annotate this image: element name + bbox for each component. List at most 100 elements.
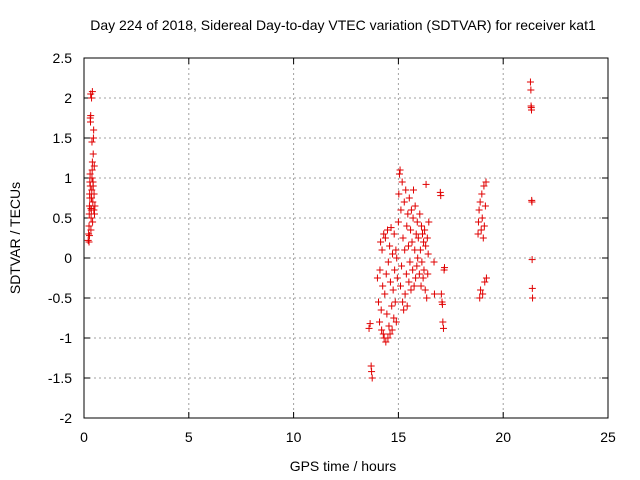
y-tick-label: -0.5	[48, 290, 72, 306]
data-point	[391, 298, 399, 306]
data-point	[411, 202, 419, 210]
data-point	[386, 278, 394, 286]
data-point	[89, 134, 97, 142]
data-point	[383, 310, 391, 318]
data-point	[380, 230, 388, 238]
data-point	[407, 206, 415, 214]
data-point	[392, 246, 400, 254]
data-point	[87, 226, 95, 234]
data-point	[382, 270, 390, 278]
data-point	[482, 274, 490, 282]
data-point	[439, 318, 447, 326]
data-point	[474, 218, 482, 226]
data-point	[381, 234, 389, 242]
data-point	[416, 246, 424, 254]
data-point	[414, 234, 422, 242]
data-point	[85, 232, 93, 240]
data-point	[430, 290, 438, 298]
data-point	[376, 266, 384, 274]
data-point	[89, 182, 97, 190]
data-point	[90, 206, 98, 214]
data-point	[412, 230, 420, 238]
data-point	[478, 190, 486, 198]
data-point	[423, 294, 431, 302]
data-point	[424, 250, 432, 258]
data-point	[409, 214, 417, 222]
data-point	[403, 302, 411, 310]
data-point	[413, 262, 421, 270]
data-point	[377, 306, 385, 314]
x-tick-label: 15	[391, 429, 407, 445]
data-point	[391, 266, 399, 274]
data-point	[409, 266, 417, 274]
y-tick-label: -1	[60, 330, 73, 346]
data-point	[376, 318, 384, 326]
data-point	[405, 278, 413, 286]
y-tick-label: 0.5	[53, 210, 73, 226]
data-point	[85, 238, 93, 246]
data-point	[89, 198, 97, 206]
data-point	[395, 190, 403, 198]
data-point	[404, 242, 412, 250]
data-point	[378, 326, 386, 334]
data-point	[424, 270, 432, 278]
data-point	[86, 194, 94, 202]
data-point	[476, 198, 484, 206]
data-point	[389, 250, 397, 258]
data-point	[85, 230, 93, 238]
data-point	[527, 106, 535, 114]
data-point	[476, 294, 484, 302]
y-tick-label: -2	[60, 410, 73, 426]
data-point	[393, 254, 401, 262]
data-point	[365, 324, 373, 332]
data-point	[479, 290, 487, 298]
data-point	[382, 338, 390, 346]
axis-ticks: 0 5 10 15 20 25 -2 -1.5 -1 -0.5 0 0.5 1 1.5 2 2.5	[48, 50, 616, 445]
data-point	[478, 214, 486, 222]
data-point	[420, 238, 428, 246]
data-point	[384, 334, 392, 342]
data-point	[418, 258, 426, 266]
data-point	[479, 234, 487, 242]
data-point	[88, 138, 96, 146]
x-tick-label: 5	[185, 429, 193, 445]
data-points	[84, 78, 537, 382]
data-point	[439, 324, 447, 332]
data-point	[408, 238, 416, 246]
data-point	[87, 112, 95, 120]
data-point	[91, 202, 99, 210]
data-point	[90, 162, 98, 170]
data-point	[398, 178, 406, 186]
data-point	[378, 246, 386, 254]
x-axis-label: GPS time / hours	[290, 458, 397, 474]
data-point	[85, 222, 93, 230]
data-point	[528, 256, 536, 264]
data-point	[384, 258, 392, 266]
data-point	[421, 226, 429, 234]
data-point	[373, 274, 381, 282]
data-point	[415, 270, 423, 278]
data-point	[377, 238, 385, 246]
x-tick-label: 10	[286, 429, 302, 445]
data-point	[86, 118, 94, 126]
data-point	[419, 274, 427, 282]
data-point	[420, 266, 428, 274]
data-point	[477, 286, 485, 294]
data-point	[480, 222, 488, 230]
data-point	[430, 258, 438, 266]
data-point	[398, 262, 406, 270]
data-point	[87, 214, 95, 222]
data-point	[390, 314, 398, 322]
y-tick-label: 2	[64, 90, 72, 106]
data-point	[84, 236, 92, 244]
data-point	[88, 88, 96, 96]
data-point	[419, 230, 427, 238]
data-point	[385, 322, 393, 330]
data-point	[526, 78, 534, 86]
y-tick-label: -1.5	[48, 370, 72, 386]
data-point	[425, 218, 433, 226]
data-point	[528, 284, 536, 292]
data-point	[388, 302, 396, 310]
data-point	[400, 198, 408, 206]
